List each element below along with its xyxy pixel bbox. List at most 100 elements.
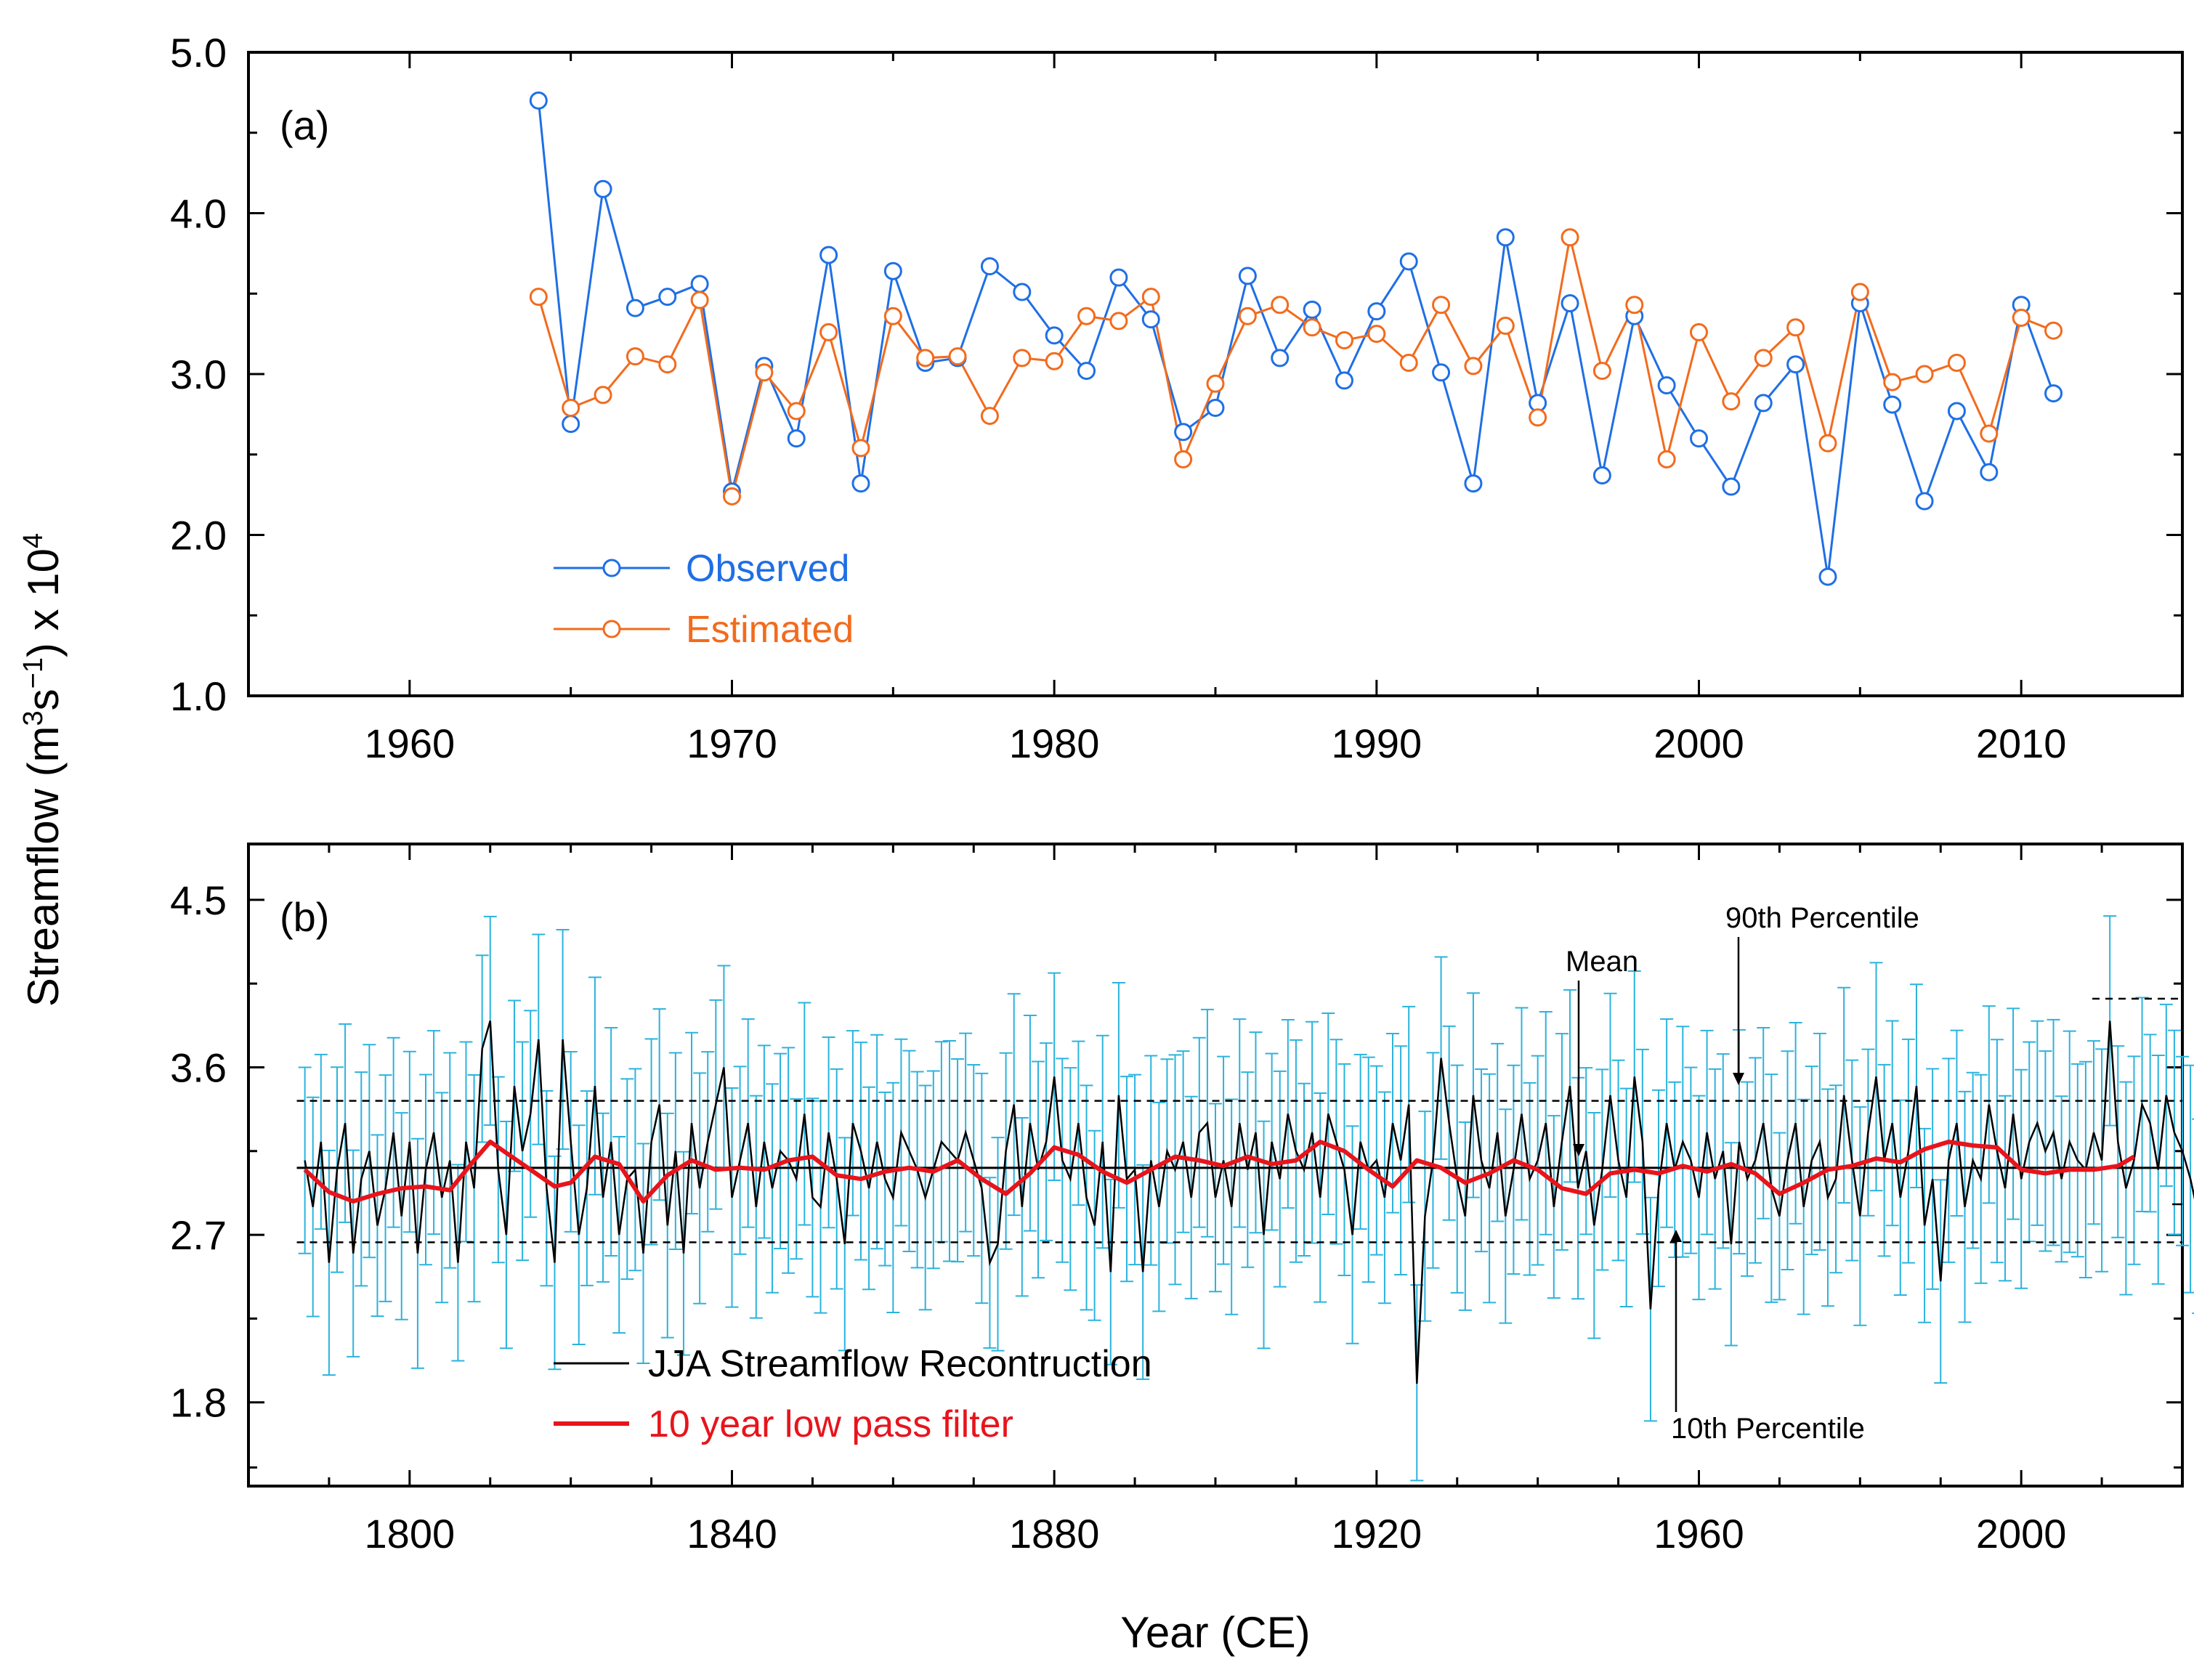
series-estimated-point <box>626 347 644 366</box>
series-estimated-point <box>1367 325 1386 344</box>
series-estimated-point <box>562 399 580 418</box>
panel-b: 1800 1840 1880 1920 1960 2000 1.8 2.7 3.6 4.5 (b)… <box>170 843 2194 1557</box>
series-observed-point <box>2044 384 2063 403</box>
x-axis-title: Year (CE) <box>1120 1608 1310 1657</box>
series-estimated-point <box>948 347 967 366</box>
series-observed-point <box>1077 362 1096 381</box>
series-observed-point <box>883 261 902 280</box>
panel-a: 1960 1970 1980 1990 2000 20101.02.03.04.05.0 … <box>170 30 2184 766</box>
annotation-mean-label: Mean <box>1566 946 1638 978</box>
panel-a-y-tick-label: 5.0 <box>170 30 227 76</box>
panel-a-x-tick-label: 1980 <box>1009 721 1100 766</box>
series-observed-point <box>1754 394 1773 413</box>
series-estimated-point <box>594 386 612 405</box>
series-observed-point <box>1238 267 1257 285</box>
series-estimated-point <box>755 363 774 382</box>
series-estimated-point <box>1432 296 1451 315</box>
panel-a-y-tick-label: 4.0 <box>170 191 227 237</box>
y-axis-title: Streamflow (m3s−1) x 104 <box>18 533 68 1007</box>
series-observed-point <box>1303 300 1321 319</box>
series-observed-point <box>1045 326 1064 345</box>
legend-observed-marker <box>602 559 621 577</box>
series-estimated-point <box>883 307 902 325</box>
series-estimated-point <box>1399 353 1418 372</box>
series-estimated-point <box>1722 392 1741 411</box>
y-axis-title-part: s <box>19 689 68 710</box>
series-estimated-point <box>1947 353 1966 372</box>
series-estimated-point <box>916 349 935 368</box>
series-observed-point <box>1786 355 1805 374</box>
series-filter-line <box>303 1140 2135 1204</box>
series-observed-point <box>1883 395 1902 414</box>
panel-a-series <box>529 91 2063 586</box>
y-axis-title-part: ) x 10 <box>19 548 68 657</box>
series-estimated-point <box>1786 318 1805 337</box>
series-estimated-point <box>1980 424 1999 443</box>
series-estimated-point <box>1690 322 1708 341</box>
series-observed-point <box>819 245 838 264</box>
panel-b-legend: JJA Streamflow Recontruction 10 year low… <box>554 1343 1152 1445</box>
series-observed-point <box>1947 402 1966 421</box>
panel-a-label: (a) <box>280 102 329 148</box>
series-observed-point <box>1367 302 1386 321</box>
y-axis-title-sup: −1 <box>18 657 49 689</box>
panel-b-y-tick-label: 4.5 <box>170 877 227 923</box>
series-observed-point <box>851 474 870 493</box>
series-observed-point <box>1271 349 1290 368</box>
panel-a-x-tick-label: 2010 <box>1976 721 2067 766</box>
panel-b-x-tick-label: 2000 <box>1976 1511 2067 1557</box>
series-observed-point <box>787 429 806 448</box>
series-estimated-point <box>2012 308 2031 327</box>
series-observed-point <box>1818 567 1837 586</box>
series-estimated-point <box>980 407 999 426</box>
legend-estimated-marker <box>602 620 621 638</box>
series-estimated-point <box>529 288 548 307</box>
series-estimated-point <box>1077 307 1096 325</box>
annotation-p90-arrowhead <box>1733 1073 1744 1085</box>
panel-b-x-tick-label: 1920 <box>1332 1511 1422 1557</box>
y-axis-title-sup: 3 <box>18 710 49 726</box>
panel-a-x-tick-label: 1970 <box>687 721 777 766</box>
series-estimated-point <box>690 291 709 309</box>
panel-a-x-tick-label: 1990 <box>1332 721 1422 766</box>
series-estimated-point <box>1561 228 1579 247</box>
series-observed-point <box>1399 252 1418 271</box>
series-observed-point <box>1496 228 1515 247</box>
panel-b-label: (b) <box>280 894 329 940</box>
series-observed-point <box>1980 463 1999 482</box>
annotation-p10-label: 10th Percentile <box>1671 1413 1865 1445</box>
series-estimated-point <box>723 487 741 506</box>
series-estimated-point <box>1303 318 1321 337</box>
series-estimated-point <box>1754 349 1773 368</box>
panel-a-y-tick-label: 2.0 <box>170 513 227 559</box>
series-estimated-point <box>1045 352 1064 370</box>
series-observed-point <box>562 415 580 434</box>
series-estimated-point <box>819 322 838 341</box>
series-estimated-point <box>1496 317 1515 336</box>
series-estimated-point <box>1141 288 1160 307</box>
series-observed-point <box>1174 423 1193 442</box>
panel-b-y-tick-label: 2.7 <box>170 1212 227 1258</box>
series-observed-point <box>1690 429 1708 448</box>
legend-estimated-label: Estimated <box>686 609 854 651</box>
panel-b-x-tick-label: 1800 <box>365 1511 456 1557</box>
series-estimated-point <box>1529 408 1547 427</box>
series-observed-point <box>1013 283 1032 301</box>
series-estimated-point <box>1592 362 1611 381</box>
series-estimated-point <box>1850 283 1869 301</box>
panel-a-y-tick-label: 3.0 <box>170 352 227 397</box>
series-observed-point <box>529 91 548 110</box>
series-estimated-point <box>1109 312 1128 330</box>
series-observed-point <box>980 257 999 276</box>
series-estimated-point <box>1238 307 1257 325</box>
panel-b-series <box>303 1020 2194 1384</box>
series-estimated-point <box>1915 365 1934 384</box>
panel-a-x-tick-label: 1960 <box>365 721 456 766</box>
series-estimated-point <box>1206 374 1225 393</box>
annotation-p90-label: 90th Percentile <box>1725 902 1919 934</box>
series-estimated-point <box>1464 357 1483 376</box>
series-observed-point <box>1464 474 1483 493</box>
panel-b-reference-lines <box>296 1100 2182 1243</box>
panel-b-x-tick-label: 1880 <box>1009 1511 1100 1557</box>
